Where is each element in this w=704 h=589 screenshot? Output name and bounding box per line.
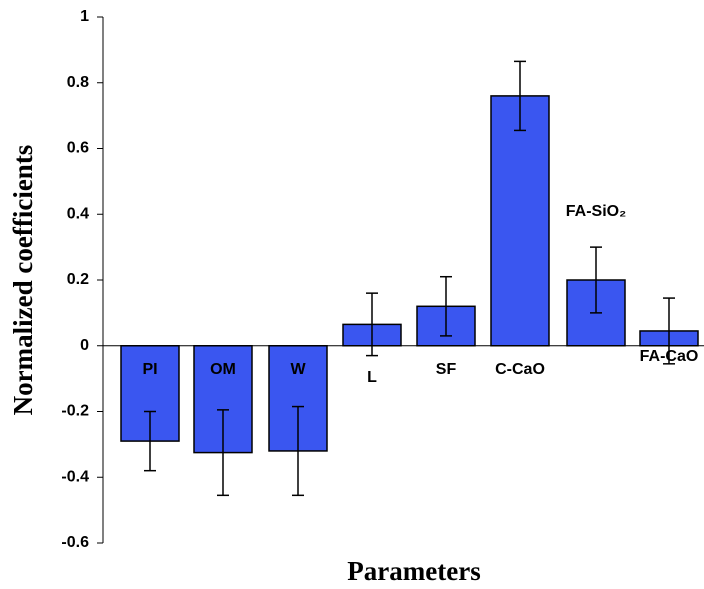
error-bar (590, 246, 602, 314)
y-tick-label: -0.6 (61, 534, 89, 551)
x-axis-title: Parameters (347, 556, 480, 586)
error-bar (440, 275, 452, 337)
category-label: OM (210, 361, 236, 378)
error-bar (514, 60, 526, 132)
category-label: FA-CaO (640, 348, 699, 365)
y-tick-label: 0 (80, 337, 89, 354)
y-tick-label: 0.6 (67, 140, 89, 157)
category-label: W (290, 361, 306, 378)
error-bar (663, 297, 675, 365)
error-bar (217, 409, 229, 497)
category-label: C-CaO (495, 361, 545, 378)
category-label: SF (436, 361, 457, 378)
y-tick-label: -0.2 (61, 403, 89, 420)
category-label: PI (142, 361, 157, 378)
category-label: L (367, 369, 377, 386)
y-tick-label: 1 (80, 8, 89, 25)
error-bar (366, 292, 378, 357)
error-bar (292, 405, 304, 497)
y-axis-title: Normalized coefficients (8, 145, 38, 416)
y-tick-label: 0.8 (67, 74, 89, 91)
bar (490, 95, 550, 347)
y-tick-label: -0.4 (61, 468, 89, 485)
y-tick-label: 0.2 (67, 271, 89, 288)
y-tick-label: 0.4 (67, 205, 89, 222)
category-label: FA-SiO₂ (566, 203, 626, 220)
error-bar (144, 410, 156, 472)
